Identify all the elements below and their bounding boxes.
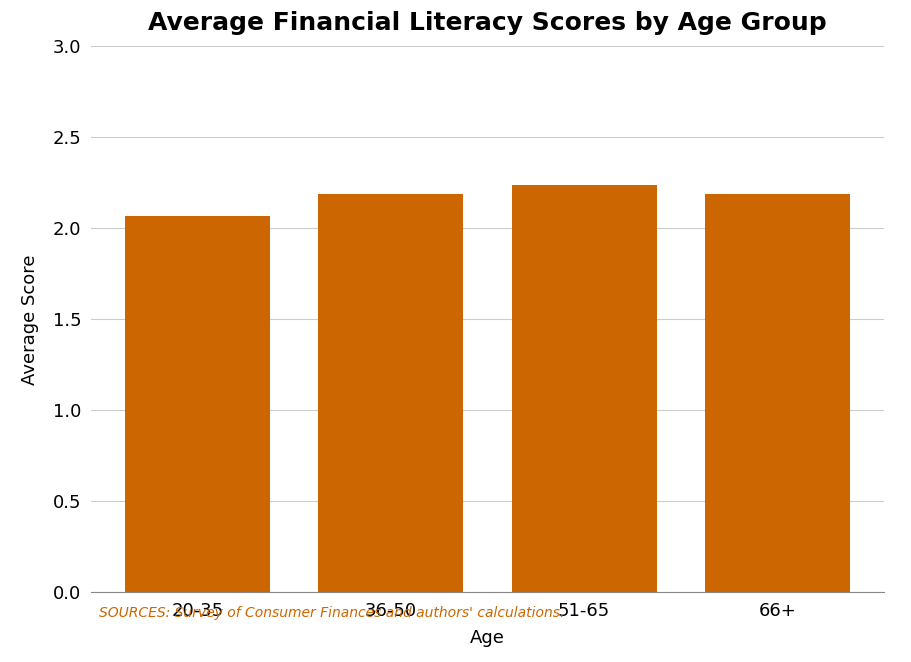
Bar xyxy=(125,216,270,592)
Bar xyxy=(318,194,463,592)
Title: Average Financial Literacy Scores by Age Group: Average Financial Literacy Scores by Age… xyxy=(148,11,826,34)
Bar xyxy=(512,185,657,592)
X-axis label: Age: Age xyxy=(470,628,505,647)
Text: SOURCES: Survey of Consumer Finances and authors' calculations.: SOURCES: Survey of Consumer Finances and… xyxy=(99,606,565,620)
Y-axis label: Average Score: Average Score xyxy=(21,254,39,385)
Bar xyxy=(705,194,850,592)
Text: Federal Reserve Bank of St. Louis: Federal Reserve Bank of St. Louis xyxy=(100,636,415,653)
